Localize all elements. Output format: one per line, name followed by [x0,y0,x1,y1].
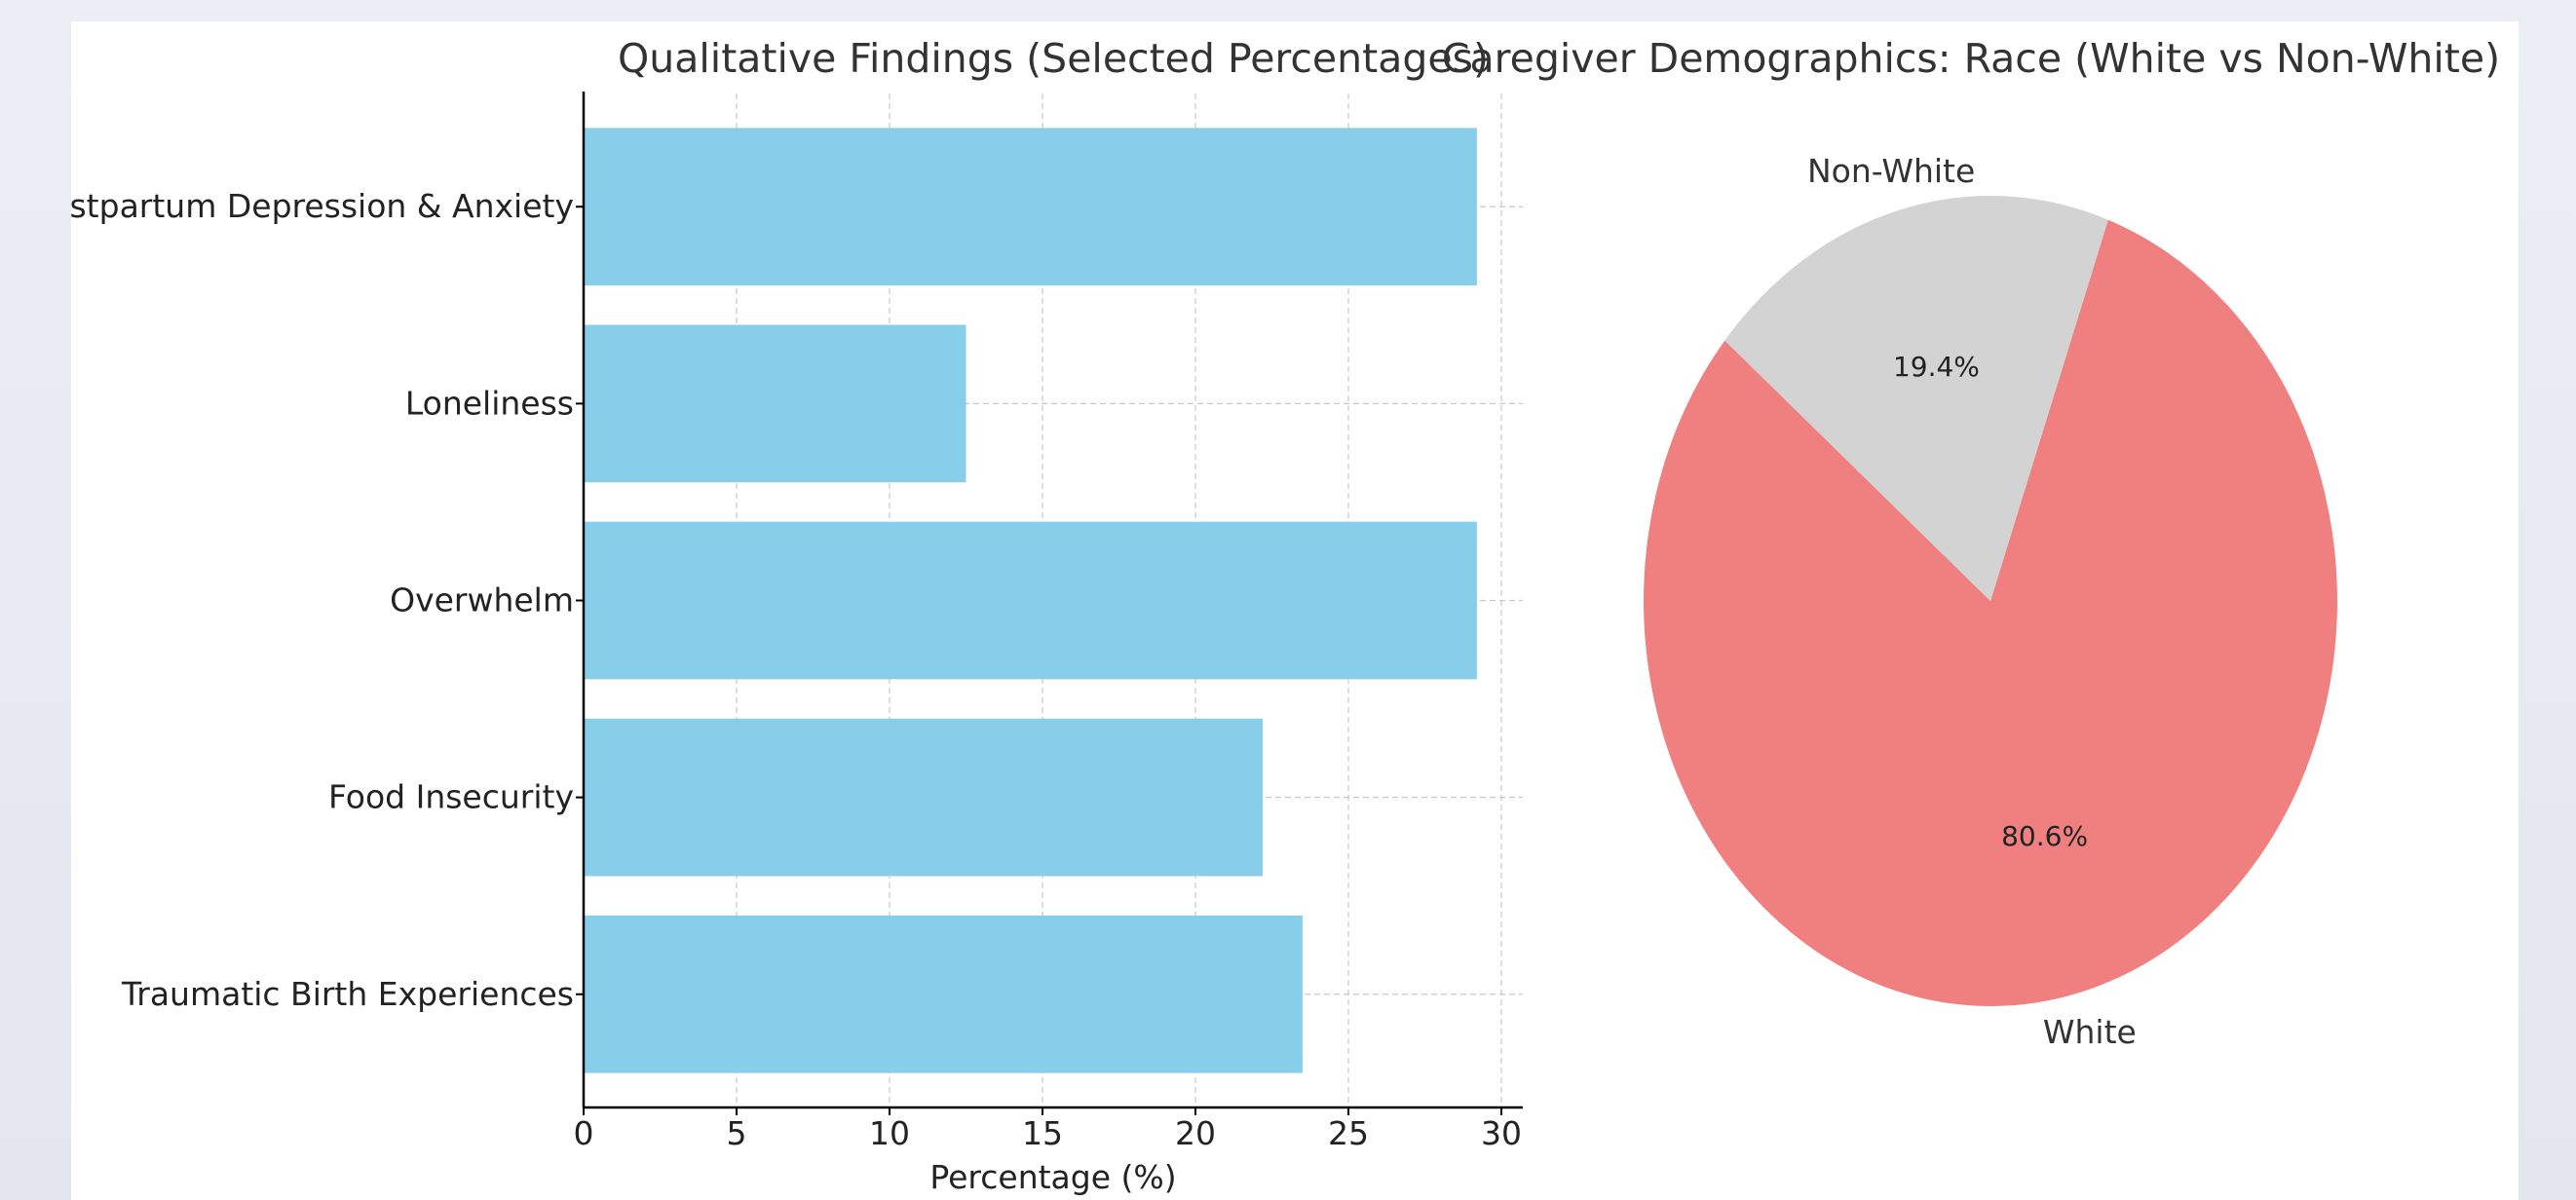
bar [584,128,1477,286]
y-tick-label: Overwhelm [390,581,574,619]
x-tick-label: 25 [1328,1114,1369,1152]
y-tick-label: Postpartum Depression & Anxiety [71,187,574,225]
x-tick-label: 10 [869,1114,910,1152]
x-tick-label: 15 [1022,1114,1063,1152]
x-tick-label: 5 [727,1114,747,1152]
x-tick-label: 20 [1175,1114,1216,1152]
pie-percent-label: 19.4% [1893,351,1980,383]
figure: Postpartum Depression & Anxiety Lonelines… [71,21,2519,1200]
x-tick-label: 30 [1481,1114,1522,1152]
y-tick-label: Traumatic Birth Experiences [121,975,574,1013]
bar-chart: Postpartum Depression & Anxiety Lonelines… [71,35,1523,1196]
y-tick-label: Food Insecurity [328,778,574,816]
x-tick-label: 0 [574,1114,594,1152]
pie-slice-label: White [2043,1013,2137,1051]
pie-chart: 80.6% White 19.4% Non-White Caregiver Demog… [1442,35,2500,1051]
pie-slice-white [1644,219,2337,1006]
pie-slice-label: Non-White [1807,152,1975,190]
bar [584,915,1303,1073]
pie-chart-title: Caregiver Demographics: Race (White vs N… [1442,35,2500,82]
bar-chart-title: Qualitative Findings (Selected Percentag… [618,35,1489,82]
bar [584,324,966,483]
bar [584,718,1264,877]
chart-canvas: Postpartum Depression & Anxiety Lonelines… [71,35,2500,1196]
bar [584,521,1477,680]
bar-chart-xlabel: Percentage (%) [929,1158,1176,1196]
y-tick-label: Loneliness [405,384,574,422]
pie-percent-label: 80.6% [2001,820,2088,852]
pie-slice-non-white [1724,196,2108,601]
